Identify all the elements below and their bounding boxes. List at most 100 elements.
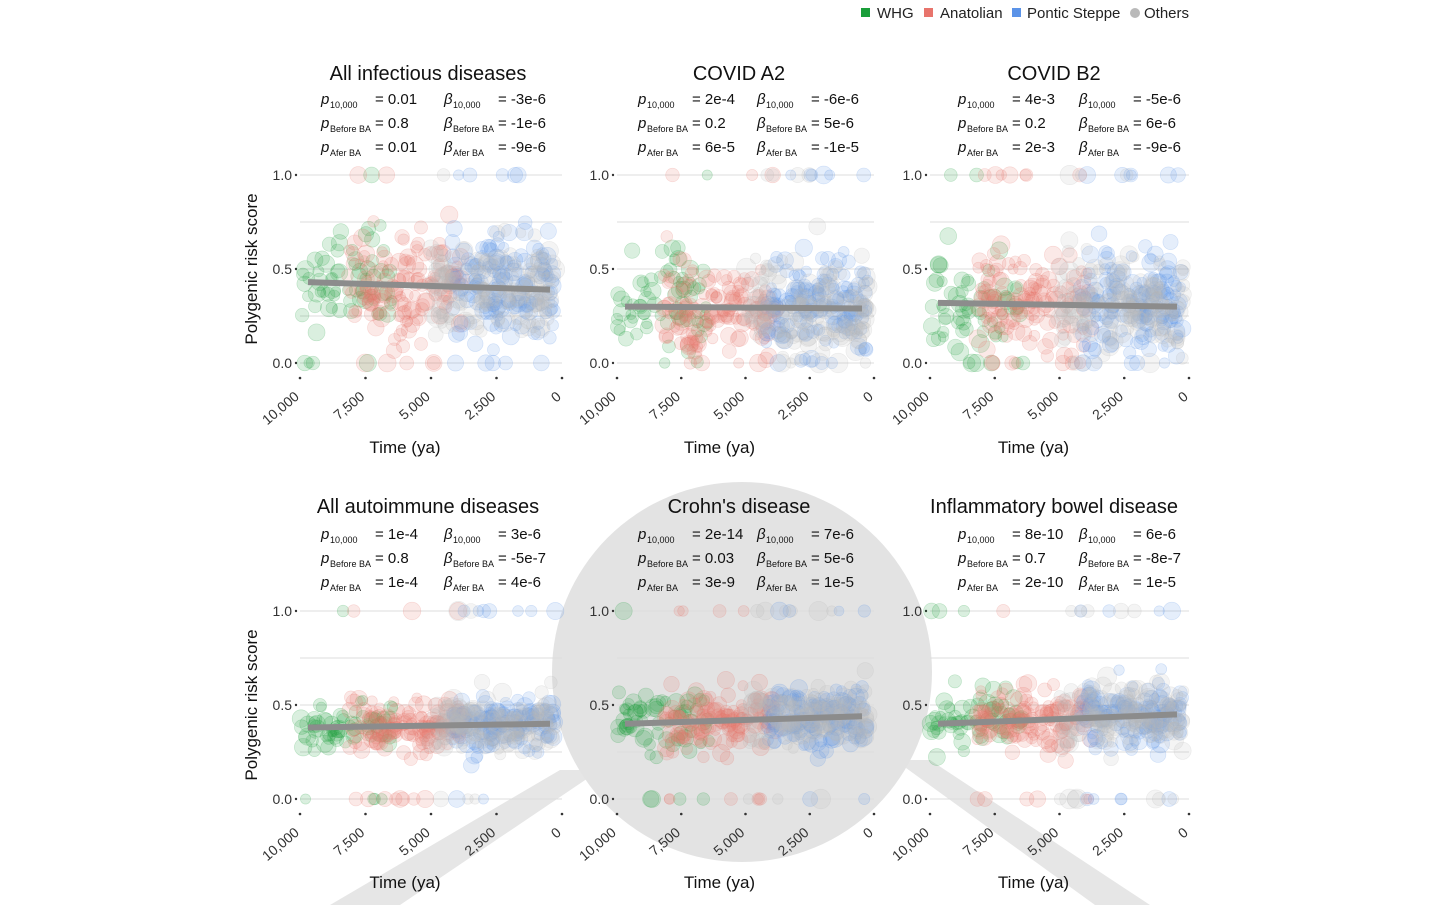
data-point bbox=[613, 324, 626, 337]
stat-p-value: = 0.7 bbox=[1012, 550, 1046, 567]
stat-beta-symbol: β bbox=[1078, 91, 1088, 108]
scatter-points bbox=[921, 601, 1192, 810]
data-point bbox=[433, 308, 449, 325]
data-point bbox=[330, 263, 346, 279]
data-point bbox=[509, 294, 528, 313]
data-point bbox=[701, 274, 717, 289]
data-point bbox=[809, 750, 826, 767]
data-point bbox=[517, 296, 534, 313]
stat-beta-subscript: Afer BA bbox=[1088, 148, 1119, 158]
data-point bbox=[427, 269, 441, 283]
stat-p-value: = 2e-14 bbox=[692, 526, 743, 543]
data-point bbox=[411, 261, 428, 278]
stat-p-value: = 0.01 bbox=[375, 91, 417, 108]
data-point bbox=[675, 277, 691, 292]
x-tick-mark bbox=[993, 812, 997, 816]
data-point bbox=[980, 311, 993, 324]
data-point bbox=[853, 247, 870, 264]
data-point bbox=[515, 227, 527, 239]
data-point bbox=[494, 317, 510, 333]
x-tick-mark bbox=[993, 376, 997, 380]
data-point bbox=[720, 327, 738, 344]
y-tick-label: 0.0 bbox=[590, 355, 610, 371]
data-point bbox=[434, 267, 451, 284]
data-point bbox=[477, 354, 495, 372]
data-point bbox=[506, 262, 525, 281]
stat-beta-symbol: β bbox=[756, 550, 766, 567]
data-point bbox=[341, 269, 354, 282]
data-point bbox=[801, 167, 817, 183]
legend-label-whg: WHG bbox=[877, 5, 914, 22]
legend: WHG Anatolian Pontic Steppe Others bbox=[861, 5, 1189, 22]
data-point bbox=[463, 305, 483, 324]
data-point bbox=[627, 312, 639, 324]
data-point bbox=[532, 299, 546, 313]
data-point bbox=[534, 297, 548, 311]
stat-beta-subscript: Before BA bbox=[453, 559, 494, 569]
data-point bbox=[475, 291, 494, 310]
data-point bbox=[775, 695, 796, 715]
data-point bbox=[827, 327, 840, 340]
y-tick-mark bbox=[611, 703, 615, 707]
data-point bbox=[470, 264, 487, 280]
data-point bbox=[487, 225, 500, 238]
stat-p-subscript: Afer BA bbox=[647, 583, 678, 593]
x-tick-label: 0 bbox=[548, 388, 564, 405]
data-point bbox=[499, 254, 512, 267]
stat-p-symbol: p bbox=[957, 574, 966, 591]
data-point bbox=[927, 724, 941, 738]
x-tick-label: 10,000 bbox=[889, 824, 932, 864]
data-point bbox=[1057, 699, 1071, 713]
data-point bbox=[679, 310, 697, 328]
data-point bbox=[532, 293, 544, 305]
data-point bbox=[1170, 689, 1184, 702]
data-point bbox=[758, 282, 777, 300]
data-point bbox=[747, 690, 767, 709]
data-point bbox=[665, 167, 680, 183]
data-point bbox=[455, 742, 468, 754]
panel-title: All infectious diseases bbox=[330, 63, 527, 85]
data-point bbox=[494, 311, 513, 329]
data-point bbox=[538, 252, 552, 266]
stat-p-subscript: Before BA bbox=[647, 559, 688, 569]
data-point bbox=[524, 253, 541, 270]
data-point bbox=[346, 234, 363, 251]
legend-swatch-anatolian bbox=[924, 8, 933, 17]
data-point bbox=[495, 168, 510, 182]
data-point bbox=[436, 244, 448, 257]
data-point bbox=[394, 229, 410, 245]
stat-beta-subscript: Before BA bbox=[766, 124, 807, 134]
data-point bbox=[332, 223, 349, 240]
data-point bbox=[750, 603, 765, 618]
data-point bbox=[687, 682, 705, 700]
stat-beta-symbol: β bbox=[443, 574, 453, 591]
data-point bbox=[385, 342, 403, 359]
data-point bbox=[541, 290, 559, 309]
data-point bbox=[349, 166, 367, 184]
data-point bbox=[499, 255, 516, 271]
data-point bbox=[296, 260, 315, 279]
data-point bbox=[794, 350, 811, 367]
stat-beta-subscript: Before BA bbox=[453, 124, 494, 134]
data-point bbox=[411, 244, 424, 257]
data-point bbox=[307, 323, 326, 342]
y-tick-mark bbox=[294, 609, 298, 613]
data-point bbox=[400, 322, 417, 339]
data-point bbox=[1139, 689, 1159, 709]
stat-beta-value: = 1e-5 bbox=[811, 574, 854, 591]
data-point bbox=[923, 602, 940, 620]
data-point bbox=[399, 253, 412, 267]
data-point bbox=[455, 298, 467, 310]
x-tick-label: 7,500 bbox=[646, 388, 683, 423]
data-point bbox=[353, 228, 372, 247]
data-point bbox=[661, 331, 674, 344]
data-point bbox=[473, 261, 485, 273]
stat-p-value: = 3e-9 bbox=[692, 574, 735, 591]
data-point bbox=[519, 302, 539, 321]
data-point bbox=[849, 325, 861, 337]
stat-beta-value: = -9e-6 bbox=[1133, 139, 1181, 156]
data-point bbox=[454, 241, 474, 261]
data-point bbox=[667, 287, 683, 303]
data-point bbox=[1090, 357, 1103, 369]
data-point bbox=[305, 355, 321, 371]
